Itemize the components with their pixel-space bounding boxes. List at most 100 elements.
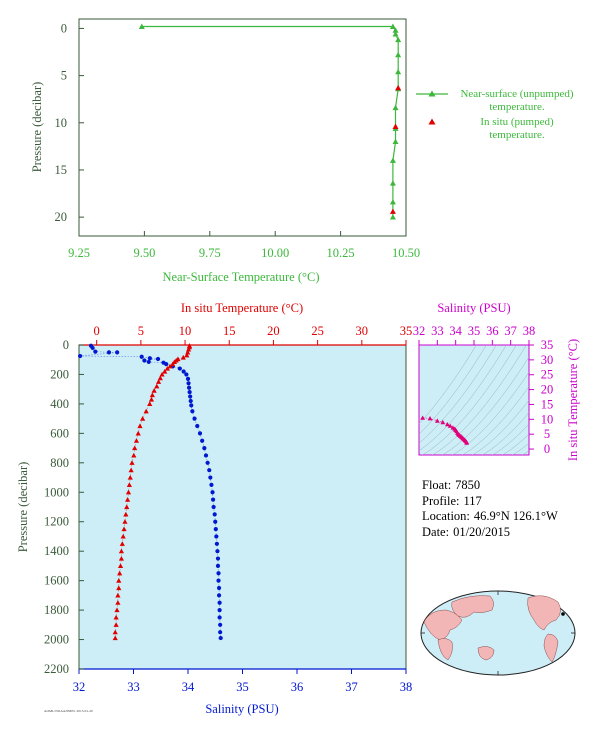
location-row: Location: 46.9°N 126.1°W [422,509,562,525]
salinity-point [77,353,83,359]
salinity-tick-label: 38 [400,680,413,694]
float-value: 7850 [455,478,481,492]
date-label: Date: [422,524,450,539]
salinity-point [213,519,218,524]
pressure-tick-label: 1000 [44,485,69,499]
pressure-tick-label: 2200 [44,662,69,676]
salinity-point [187,390,192,395]
salinity-point [215,549,220,554]
temperature-point [133,438,140,443]
point-pumped [395,84,402,91]
density-contour [431,345,527,455]
temperature-point [113,614,119,620]
near-surface-series [138,23,402,220]
y-tick-label: 10 [55,116,68,130]
temperature-series [112,343,193,641]
salinity-point [189,403,194,408]
temperature-tick-label: 10 [179,324,192,338]
salinity-series [77,343,223,641]
y-tick-label: 15 [55,163,68,177]
profile-panel: 0 5 10 15 20 25 30 35 32 33 34 35 36 37 38 0 200 400 600… [16,301,412,716]
temperature-point [167,363,173,369]
pressure-tick-label: 2000 [44,633,69,647]
ts-y-tick-label: 35 [541,338,554,352]
temperature-point [147,401,153,406]
ts-x-tick-label: 33 [431,324,444,338]
ts-y-tick-label: 30 [541,353,554,367]
temperature-ticks: 0 5 10 15 20 25 30 35 [94,324,413,345]
salinity-tick-label: 36 [291,680,304,694]
salinity-point [115,350,120,355]
point-unpumped [389,199,396,205]
density-contour [481,412,529,455]
salinity-point [155,356,161,362]
x-tick-label: 10.25 [327,246,355,260]
near-surface-plot-frame [78,18,407,237]
x-tick-label: 9.50 [133,246,155,260]
temperature-point [125,497,131,502]
point-pumped [392,123,399,129]
density-contour [419,345,497,444]
temperature-point [131,452,137,458]
near-surface-y-axis-label: Pressure (decibar) [30,82,44,173]
salinity-axis-title: Salinity (PSU) [205,702,278,716]
footer-credit: AOML/NOAA/PMEL 2015-01-20 [44,709,93,713]
salinity-point [216,578,221,583]
temperature-point [148,396,155,402]
ts-x-tick-label: 37 [504,324,517,338]
y-tick-label: 0 [61,21,67,35]
profile-plot-frame [78,344,407,670]
ts-x-tick-label: 32 [413,324,426,338]
x-tick-label: 9.25 [68,246,90,260]
salinity-point [211,504,216,510]
temperature-point [162,368,168,374]
pressure-tick-label: 800 [50,456,69,470]
point-unpumped [389,214,396,220]
salinity-point [214,541,219,546]
y-tick-label: 20 [55,210,68,224]
legend-label-pumped: In situ (pumped) temperature. [480,116,554,141]
salinity-point [218,622,223,627]
salinity-point [90,345,95,351]
density-contour [419,345,477,425]
salinity-point [218,635,223,641]
temperature-point [116,578,122,583]
salinity-point [207,468,212,473]
x-tick-label: 9.75 [199,246,221,260]
density-contour [501,433,529,455]
ts-point [420,415,426,420]
density-contour [419,345,487,435]
ts-plot-frame [418,344,530,456]
salinity-point [216,571,221,576]
temperature-point [155,379,162,384]
salinity-tick-label: 37 [345,680,358,694]
point-unpumped [392,104,399,111]
temperature-point [116,585,122,591]
near-surface-panel: 9.25 9.50 9.75 10.00 10.25 10.50 0 5 10 15 20 Nea… [30,18,420,284]
salinity-point [217,600,222,605]
float-label: Float: [422,478,452,492]
temperature-point [113,622,119,627]
temperature-tick-label: 35 [400,324,413,338]
temperature-point [164,365,170,371]
point-unpumped [138,23,145,29]
salinity-point [195,423,200,429]
float-row: Float: 7850 [422,478,562,494]
ts-y-tick-label: 10 [541,412,554,426]
density-contours [419,345,529,455]
temperature-point [129,460,135,465]
y-tick-label: 5 [61,69,67,83]
salinity-point [192,416,197,421]
pressure-ticks: 0 200 400 600 800 1000 1200 1400 1600 1800 2000 220… [44,338,84,676]
legend-label-unpumped: Near-surface (unpumped) temperature. [460,88,574,113]
temperature-point [112,635,118,641]
salinity-point [216,585,222,591]
ts-point [440,419,446,425]
temperature-point [118,548,125,554]
temperature-point [149,392,155,398]
ts-x-tick-label: 35 [468,324,481,338]
temperature-point [127,474,133,480]
density-contour-group [419,345,529,455]
temperature-point [180,354,186,360]
